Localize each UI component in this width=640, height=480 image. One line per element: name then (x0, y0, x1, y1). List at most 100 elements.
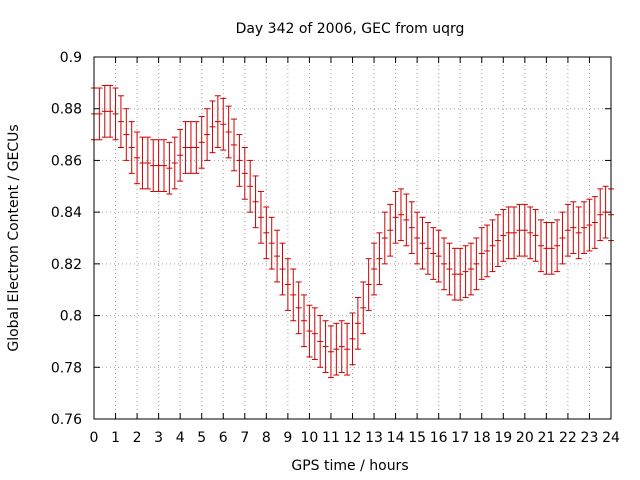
x-tick-label: 13 (365, 430, 383, 446)
x-tick-label: 17 (451, 430, 469, 446)
data-point (139, 136, 146, 190)
x-tick-label: 23 (581, 430, 599, 446)
data-point (403, 193, 410, 247)
x-tick-label: 12 (344, 430, 362, 446)
data-point (424, 221, 431, 275)
data-point (193, 121, 200, 174)
data-point (586, 198, 593, 252)
data-point (548, 221, 555, 275)
chart-title: Day 342 of 2006, GEC from uqrg (236, 21, 465, 37)
data-point (128, 121, 135, 174)
data-point (381, 211, 388, 265)
x-tick-label: 1 (111, 430, 120, 446)
data-point (247, 159, 254, 213)
data-point (597, 188, 604, 242)
x-tick-label: 14 (387, 430, 405, 446)
data-point (559, 211, 566, 265)
data-point (575, 206, 582, 260)
y-tick-label: 0.86 (51, 153, 82, 169)
data-point (451, 247, 458, 301)
x-tick-label: 9 (283, 430, 292, 446)
data-point (354, 296, 361, 350)
data-point (284, 258, 291, 311)
data-point (123, 108, 130, 161)
tick-labels: 0 1 2 3 4 5 6 7 8 9 10 11 12 13 14 15 16 17 18 19 20 21 22 23 24… (51, 50, 620, 446)
data-point (484, 224, 491, 278)
data-point (274, 229, 281, 283)
data-point (107, 84, 114, 138)
data-point (554, 219, 561, 273)
data-point (516, 203, 523, 257)
data-point (231, 118, 238, 172)
x-axis-label: GPS time / hours (291, 458, 408, 474)
x-tick-label: 11 (322, 430, 340, 446)
data-point (344, 322, 351, 376)
data-point (220, 97, 227, 151)
y-tick-label: 0.8 (60, 309, 82, 325)
data-point (387, 203, 394, 257)
x-tick-label: 7 (240, 430, 249, 446)
data-point (204, 108, 211, 161)
data-series (91, 84, 614, 379)
data-point (134, 131, 141, 185)
data-point (187, 121, 194, 174)
x-tick-label: 15 (408, 430, 426, 446)
data-point (570, 201, 577, 255)
data-point (527, 206, 534, 260)
y-tick-label: 0.76 (51, 412, 82, 428)
data-point (435, 229, 442, 283)
data-point (171, 136, 178, 190)
x-tick-label: 21 (537, 430, 555, 446)
data-point (214, 95, 221, 148)
axis-ticks (93, 56, 612, 420)
data-point (591, 196, 598, 249)
data-point (333, 322, 340, 376)
data-point (494, 214, 501, 267)
data-point (371, 242, 378, 296)
data-point (166, 141, 173, 195)
data-point (301, 294, 308, 348)
data-point (290, 268, 297, 322)
data-point (209, 100, 216, 154)
data-point (581, 201, 588, 255)
data-point (457, 247, 464, 301)
data-point (564, 203, 571, 257)
data-point (505, 206, 512, 260)
y-tick-label: 0.88 (51, 102, 82, 118)
x-tick-label: 19 (494, 430, 512, 446)
x-tick-label: 10 (301, 430, 319, 446)
data-point (182, 121, 189, 174)
x-tick-label: 6 (219, 430, 228, 446)
x-tick-label: 18 (473, 430, 491, 446)
data-point (602, 185, 609, 239)
data-point (430, 227, 437, 280)
data-point (311, 307, 318, 361)
x-tick-label: 16 (430, 430, 448, 446)
data-point (177, 128, 184, 182)
x-tick-label: 8 (262, 430, 271, 446)
data-point (414, 211, 421, 265)
data-point (279, 242, 286, 296)
data-point (295, 281, 302, 335)
data-point (101, 84, 108, 138)
x-tick-label: 3 (154, 430, 163, 446)
data-point (462, 245, 469, 298)
data-point (263, 206, 270, 260)
data-point (397, 188, 404, 242)
data-point (257, 190, 264, 244)
data-point (241, 147, 248, 200)
data-point (543, 221, 550, 275)
data-point (349, 312, 356, 366)
plot-frame (93, 56, 612, 420)
data-point (150, 139, 157, 192)
y-tick-label: 0.82 (51, 257, 82, 273)
data-point (489, 219, 496, 273)
x-tick-label: 4 (176, 430, 185, 446)
data-point (376, 232, 383, 286)
data-point (117, 95, 124, 148)
x-tick-label: 20 (516, 430, 534, 446)
x-tick-label: 0 (90, 430, 99, 446)
data-point (473, 237, 480, 291)
